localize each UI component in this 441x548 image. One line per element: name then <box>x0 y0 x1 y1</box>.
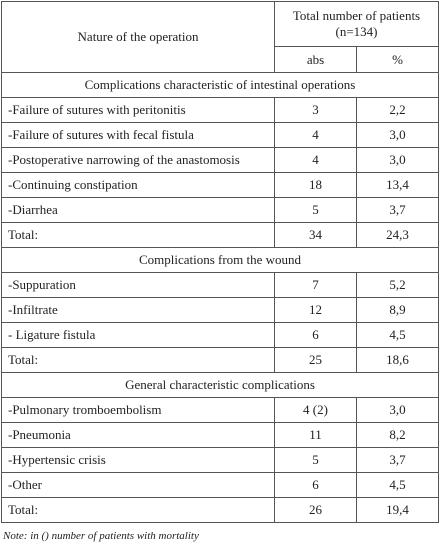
cell-value: 3,7 <box>356 447 439 473</box>
cell-value: 6 <box>274 322 357 348</box>
row-label: -Pulmonary tromboembolism <box>1 397 275 423</box>
row-label: -Continuing constipation <box>1 172 275 198</box>
cell-value: 3,0 <box>356 122 439 148</box>
cell-value: 18 <box>274 172 357 198</box>
cell-value: 4,5 <box>356 472 439 498</box>
cell-value: 4 <box>274 147 357 173</box>
cell-value: 4 (2) <box>274 397 357 423</box>
row-label: -Failure of sutures with peritonitis <box>1 97 275 123</box>
cell-value: 34 <box>274 222 357 248</box>
row-label: -Failure of sutures with fecal fistula <box>1 122 275 148</box>
cell-value: 26 <box>274 497 357 523</box>
header-cell: abs <box>274 46 357 73</box>
cell-value: 3,0 <box>356 397 439 423</box>
row-label: Total: <box>1 222 275 248</box>
cell-value: 5 <box>274 197 357 223</box>
header-cell: Total number of patients (n=134) <box>274 1 439 47</box>
row-label: -Suppuration <box>1 272 275 298</box>
data-row: -Infiltrate 12 8,9 <box>1 297 439 323</box>
header-cell: % <box>356 46 439 73</box>
cell-value: 4,5 <box>356 322 439 348</box>
data-row: - Ligature fistula 6 4,5 <box>1 322 439 348</box>
data-row: Total: 34 24,3 <box>1 222 439 248</box>
data-row: Total: 25 18,6 <box>1 347 439 373</box>
cell-value: 25 <box>274 347 357 373</box>
data-row: -Hypertensic crisis 5 3,7 <box>1 447 439 473</box>
row-label: Total: <box>1 347 275 373</box>
row-label: Total: <box>1 497 275 523</box>
data-row: -Failure of sutures with peritonitis 3 2,2 <box>1 97 439 123</box>
cell-value: 2,2 <box>356 97 439 123</box>
cell-value: 4 <box>274 122 357 148</box>
cell-value: 8,2 <box>356 422 439 448</box>
cell-value: 24,3 <box>356 222 439 248</box>
row-label: -Infiltrate <box>1 297 275 323</box>
section-row: Complications characteristic of intestin… <box>1 72 439 98</box>
data-row: -Postoperative narrowing of the anastomo… <box>1 147 439 173</box>
section-title: Complications from the wound <box>1 247 439 273</box>
cell-value: 5 <box>274 447 357 473</box>
data-row: Total: 26 19,4 <box>1 497 439 523</box>
row-label: -Pneumonia <box>1 422 275 448</box>
row-label: -Other <box>1 472 275 498</box>
cell-value: 11 <box>274 422 357 448</box>
cell-value: 12 <box>274 297 357 323</box>
header-cell: Nature of the operation <box>1 1 275 73</box>
cell-value: 13,4 <box>356 172 439 198</box>
data-row: -Suppuration 7 5,2 <box>1 272 439 298</box>
cell-value: 6 <box>274 472 357 498</box>
section-title: Complications characteristic of intestin… <box>1 72 439 98</box>
row-label: -Postoperative narrowing of the anastomo… <box>1 147 275 173</box>
cell-value: 3,0 <box>356 147 439 173</box>
row-label: -Hypertensic crisis <box>1 447 275 473</box>
row-label: -Diarrhea <box>1 197 275 223</box>
data-row: -Pulmonary tromboembolism 4 (2) 3,0 <box>1 397 439 423</box>
data-row: -Pneumonia 11 8,2 <box>1 422 439 448</box>
row-label: - Ligature fistula <box>1 322 275 348</box>
section-row: General characteristic complications <box>1 372 439 398</box>
data-row: -Other 6 4,5 <box>1 472 439 498</box>
footnote: Note: in () number of patients with mort… <box>3 530 199 542</box>
section-row: Complications from the wound <box>1 247 439 273</box>
cell-value: 7 <box>274 272 357 298</box>
table-body: Complications characteristic of intestin… <box>1 72 439 523</box>
section-title: General characteristic complications <box>1 372 439 398</box>
cell-value: 3,7 <box>356 197 439 223</box>
cell-value: 3 <box>274 97 357 123</box>
cell-value: 5,2 <box>356 272 439 298</box>
cell-value: 8,9 <box>356 297 439 323</box>
cell-value: 19,4 <box>356 497 439 523</box>
data-row: -Failure of sutures with fecal fistula 4 3… <box>1 122 439 148</box>
data-row: -Continuing constipation 18 13,4 <box>1 172 439 198</box>
cell-value: 18,6 <box>356 347 439 373</box>
complications-table: Nature of the operation Total number of … <box>1 1 439 523</box>
data-row: -Diarrhea 5 3,7 <box>1 197 439 223</box>
